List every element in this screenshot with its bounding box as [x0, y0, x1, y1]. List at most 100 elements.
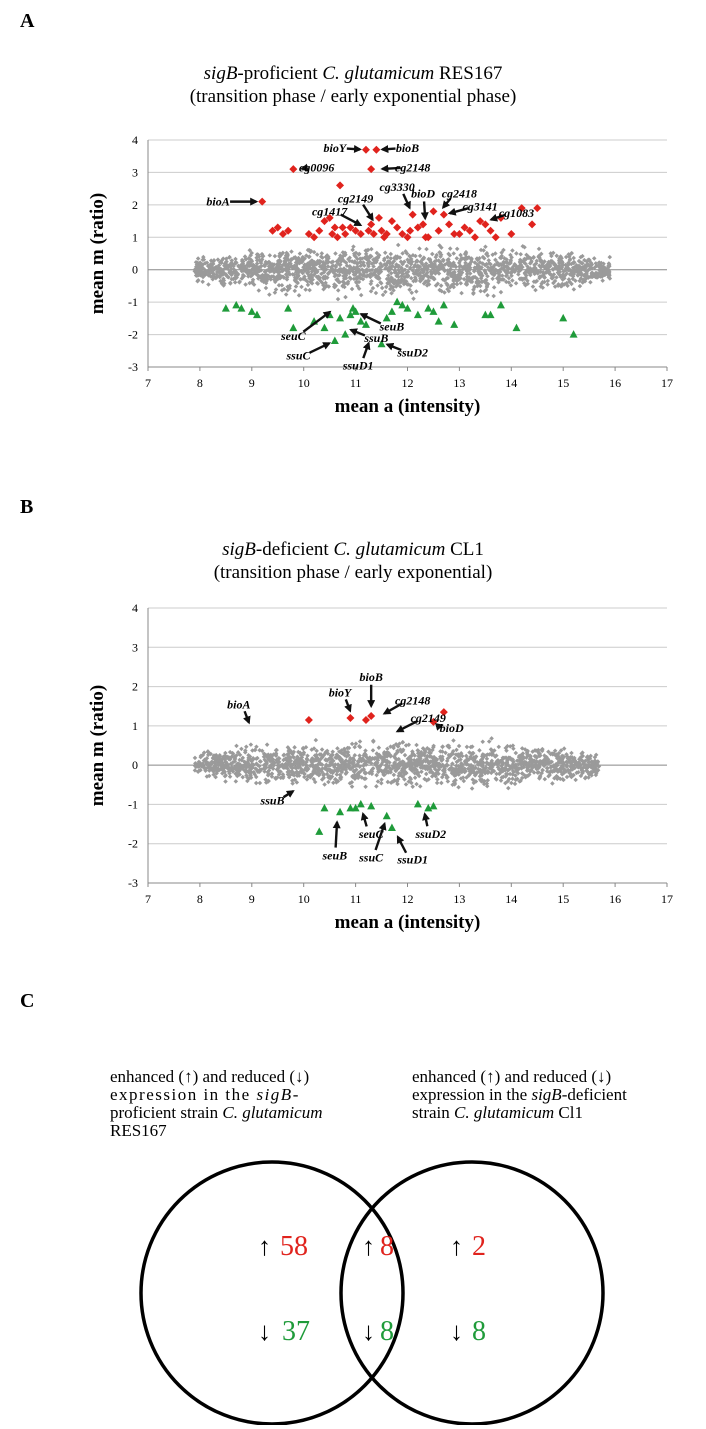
annotation-arrow: [360, 811, 369, 827]
reduced-point: [450, 320, 459, 328]
background-point: [346, 256, 351, 262]
background-point: [567, 272, 573, 277]
background-point: [378, 280, 383, 285]
background-point: [536, 246, 542, 252]
background-point: [506, 275, 512, 281]
background-point: [257, 780, 263, 786]
enhanced-point: [439, 210, 448, 219]
reduced-point: [382, 811, 391, 820]
background-point: [304, 263, 309, 269]
annotation-label: cg2149: [338, 191, 373, 205]
background-point: [355, 771, 361, 776]
background-point: [507, 771, 513, 777]
background-point: [557, 256, 562, 261]
reduced-point: [559, 313, 568, 322]
background-point: [233, 269, 239, 274]
background-point: [323, 757, 329, 762]
background-point: [454, 281, 460, 287]
background-point: [446, 288, 452, 294]
background-point: [223, 265, 228, 271]
background-point: [496, 278, 502, 283]
background-point: [258, 260, 264, 266]
background-point: [223, 779, 228, 784]
background-point: [527, 756, 533, 762]
enhanced-point: [372, 145, 381, 154]
background-point: [391, 288, 396, 293]
background-point: [438, 763, 443, 769]
venn-overlap-enhanced-count: 8: [380, 1231, 394, 1262]
background-point: [358, 292, 364, 298]
y-tick-label: 3: [132, 640, 138, 654]
background-point: [251, 266, 256, 272]
background-point: [340, 279, 346, 284]
background-point: [319, 271, 324, 277]
background-point: [294, 761, 300, 767]
background-point: [195, 256, 201, 261]
background-point: [485, 293, 490, 298]
chart-b-title-gene: sigB: [222, 539, 256, 560]
enhanced-point: [369, 230, 378, 239]
background-point: [501, 277, 506, 282]
reduced-point: [330, 336, 339, 345]
chart-a-title-mid: -proficient: [237, 63, 323, 84]
background-point: [283, 756, 288, 761]
background-point: [417, 752, 423, 757]
background-point: [232, 758, 238, 764]
enhanced-point: [333, 233, 342, 242]
background-point: [349, 286, 355, 292]
background-point: [414, 781, 419, 787]
background-point: [511, 769, 516, 775]
x-axis-label: mean a (intensity): [335, 912, 481, 933]
background-point: [286, 748, 291, 754]
background-point: [317, 771, 322, 777]
background-point: [517, 758, 523, 764]
background-point: [343, 275, 349, 281]
background-point: [257, 268, 263, 274]
background-point: [558, 274, 564, 280]
background-point: [433, 271, 438, 276]
panel-label-b: B: [20, 496, 34, 518]
enhanced-point: [328, 230, 337, 239]
background-point: [373, 290, 379, 296]
background-point: [347, 269, 352, 274]
background-point: [353, 741, 359, 746]
background-point: [305, 753, 310, 759]
annotation-label: cg2148: [395, 161, 430, 175]
background-point: [250, 756, 256, 761]
background-point: [282, 255, 288, 261]
reduced-point: [424, 304, 433, 312]
background-point: [467, 271, 473, 276]
background-point: [307, 287, 312, 293]
background-point: [206, 273, 211, 278]
annotation-label: bioA: [206, 195, 229, 209]
background-point: [217, 752, 223, 758]
background-point: [369, 246, 374, 252]
background-point: [325, 264, 331, 269]
background-point: [307, 265, 313, 271]
background-point: [412, 275, 418, 280]
x-tick-label: 15: [557, 376, 569, 390]
enhanced-point: [439, 708, 448, 717]
annotation-arrow: [447, 207, 469, 216]
background-point: [338, 764, 344, 770]
background-point: [445, 756, 451, 761]
background-point: [531, 770, 537, 775]
background-point: [450, 263, 456, 268]
background-point: [491, 285, 497, 290]
venn-overlap-reduced-count: 8: [380, 1316, 394, 1347]
venn-left-up-arrow: ↑: [258, 1232, 271, 1261]
background-point: [261, 751, 267, 757]
y-axis-label: mean m (ratio): [87, 685, 108, 806]
venn-left-label-line3-pre: proficient strain: [110, 1103, 223, 1122]
background-point: [368, 288, 374, 294]
background-point: [289, 249, 294, 254]
background-point: [291, 272, 297, 278]
background-point: [193, 270, 199, 275]
reduced-point: [349, 304, 358, 312]
background-point: [478, 288, 483, 294]
x-tick-label: 9: [249, 892, 255, 906]
annotation-arrow: [309, 342, 332, 354]
annotation-label: cg2418: [442, 187, 477, 201]
background-point: [514, 251, 519, 256]
annotation-label: bioB: [396, 141, 419, 155]
